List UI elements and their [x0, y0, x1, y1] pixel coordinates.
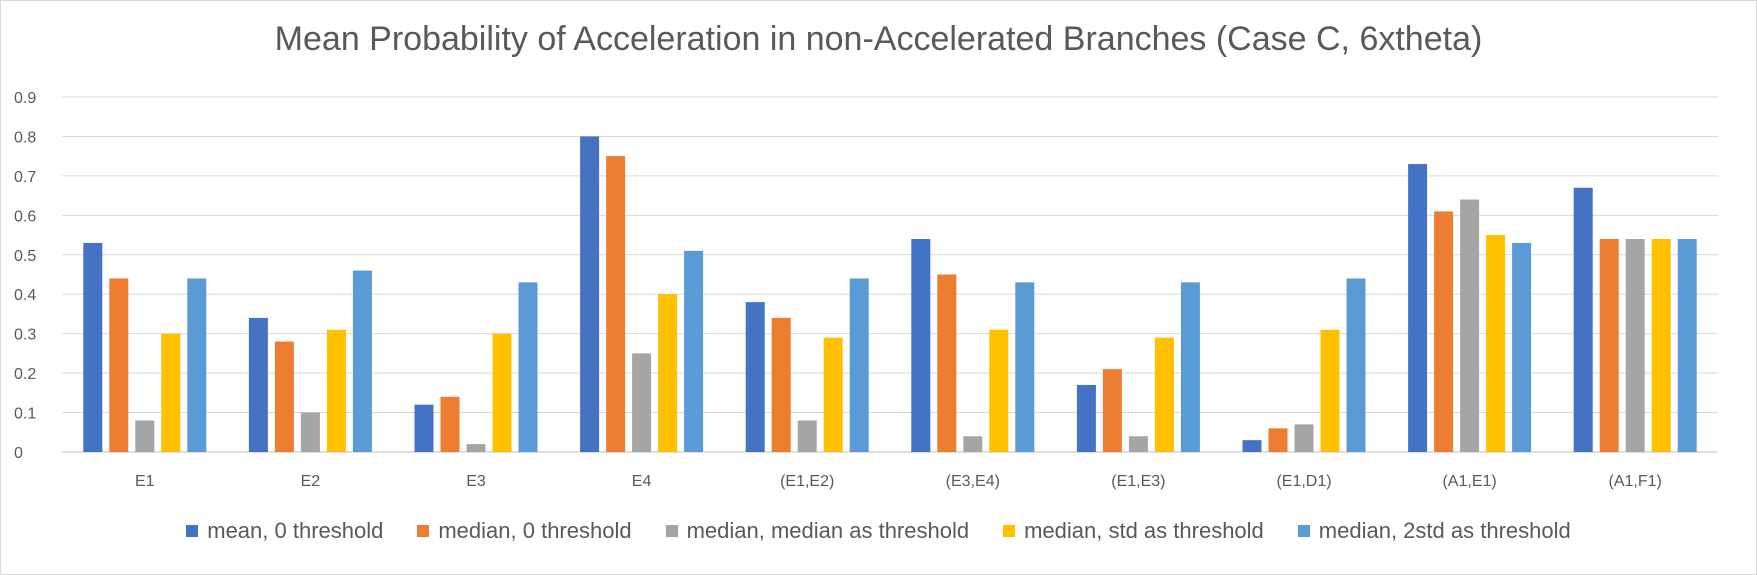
bar — [83, 242, 103, 452]
bar — [466, 444, 486, 452]
bar — [745, 302, 765, 452]
legend-label: median, 2std as threshold — [1318, 518, 1571, 543]
bar — [606, 156, 626, 452]
bar — [580, 136, 600, 452]
x-tick-label: (E1,E2) — [780, 473, 834, 490]
bar — [1599, 239, 1619, 452]
legend-item: mean, 0 threshold — [186, 518, 383, 544]
y-tick-label: 0.2 — [14, 366, 36, 383]
bar — [963, 436, 983, 452]
bar — [1242, 440, 1262, 452]
legend-swatch — [665, 525, 678, 537]
bar — [937, 274, 957, 452]
legend-label: mean, 0 threshold — [207, 518, 384, 543]
bar — [518, 282, 538, 452]
bar — [1128, 436, 1148, 452]
y-tick-label: 0.1 — [14, 406, 36, 423]
legend-item: median, std as threshold — [1003, 518, 1264, 544]
x-tick-label: E2 — [301, 473, 321, 490]
legend-swatch — [1003, 525, 1016, 537]
legend-swatch — [417, 525, 430, 537]
bar — [1573, 187, 1593, 452]
legend-item: median, median as threshold — [665, 518, 970, 544]
bar — [684, 250, 704, 452]
bar — [823, 337, 843, 452]
x-tick-label: (A1,F1) — [1609, 473, 1662, 490]
bar — [1408, 164, 1428, 453]
bar — [1180, 282, 1200, 452]
x-tick-label: E1 — [135, 473, 155, 490]
chart-title: Mean Probability of Acceleration in non-… — [274, 20, 1483, 58]
bar — [1154, 337, 1174, 452]
chart-legend: mean, 0 threshold median, 0 threshold medi… — [0, 518, 1757, 544]
y-tick-label: 0.7 — [14, 169, 36, 186]
x-tick-label: (E3,E4) — [946, 473, 1000, 490]
legend-item: median, 2std as threshold — [1297, 518, 1571, 544]
bar — [187, 278, 207, 452]
x-tick-label: (A1,E1) — [1442, 473, 1496, 490]
bar — [352, 270, 372, 452]
y-tick-label: 0.4 — [14, 287, 36, 304]
bar — [492, 333, 512, 452]
y-tick-label: 0.9 — [14, 90, 36, 107]
bar — [1651, 239, 1671, 452]
bar — [1346, 278, 1366, 452]
bar — [414, 404, 434, 452]
bar — [1076, 384, 1096, 452]
bar — [300, 412, 320, 452]
bar — [911, 239, 931, 452]
bar — [161, 333, 181, 452]
legend-item: median, 0 threshold — [417, 518, 632, 544]
bar — [1512, 242, 1532, 452]
legend-label: median, 0 threshold — [438, 518, 632, 543]
bar — [1268, 428, 1288, 452]
bar — [989, 329, 1009, 452]
bar — [248, 317, 268, 452]
bar — [771, 317, 791, 452]
y-tick-label: 0.3 — [14, 327, 36, 344]
bar — [274, 341, 294, 452]
bar — [1320, 329, 1340, 452]
y-tick-label: 0.5 — [14, 248, 36, 265]
bar — [109, 278, 129, 452]
bar — [135, 420, 155, 452]
bar — [1015, 282, 1035, 452]
bar — [849, 278, 869, 452]
bar — [797, 420, 817, 452]
bar — [1460, 199, 1480, 452]
bar — [1677, 239, 1697, 452]
x-tick-label: E3 — [466, 473, 486, 490]
bar — [326, 329, 346, 452]
bar — [440, 396, 460, 452]
legend-label: median, std as threshold — [1024, 518, 1264, 543]
bar — [632, 353, 652, 452]
bar — [1434, 211, 1454, 452]
y-tick-label: 0.8 — [14, 129, 36, 146]
y-tick-label: 0 — [14, 445, 23, 462]
legend-swatch — [1297, 525, 1310, 537]
bar — [1486, 235, 1506, 452]
x-tick-label: (E1,D1) — [1276, 473, 1331, 490]
x-tick-label: (E1,E3) — [1111, 473, 1165, 490]
legend-swatch — [186, 525, 199, 537]
bar-chart-plot: 0 0.1 0.2 0.3 0.4 0.5 0.6 0.7 0.8 0.9 E1 E2 E3 E4 (E1,… — [14, 90, 1718, 490]
y-tick-label: 0.6 — [14, 208, 36, 225]
legend-label: median, median as threshold — [686, 518, 970, 543]
bar — [1102, 369, 1122, 452]
bar — [1625, 239, 1645, 452]
bar — [1294, 424, 1314, 452]
x-tick-label: E4 — [632, 473, 652, 490]
bar — [658, 294, 678, 452]
